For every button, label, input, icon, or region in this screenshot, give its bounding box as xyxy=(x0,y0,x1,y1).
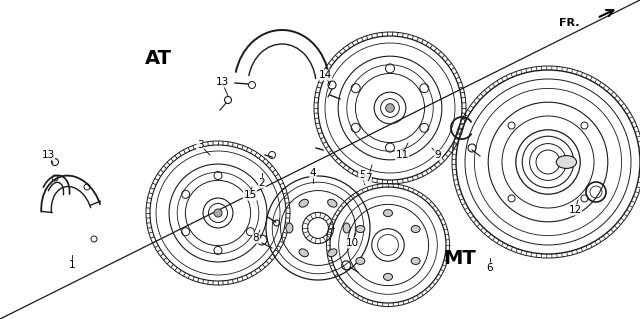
Text: 7: 7 xyxy=(365,173,371,183)
Ellipse shape xyxy=(343,223,350,233)
Text: 14: 14 xyxy=(318,70,332,80)
Text: 15: 15 xyxy=(243,190,257,200)
Text: 13: 13 xyxy=(216,77,228,87)
Text: 5: 5 xyxy=(358,170,365,180)
Ellipse shape xyxy=(299,249,308,257)
Ellipse shape xyxy=(411,226,420,233)
Ellipse shape xyxy=(383,273,392,280)
Circle shape xyxy=(214,209,222,217)
Text: AT: AT xyxy=(145,48,172,68)
Text: 12: 12 xyxy=(568,205,582,215)
Ellipse shape xyxy=(286,223,293,233)
Text: 6: 6 xyxy=(486,263,493,273)
Text: 3: 3 xyxy=(196,140,204,150)
Text: FR.: FR. xyxy=(559,18,580,28)
Text: 10: 10 xyxy=(346,238,358,248)
Ellipse shape xyxy=(383,210,392,217)
Ellipse shape xyxy=(328,249,337,257)
Text: 9: 9 xyxy=(435,150,442,160)
Ellipse shape xyxy=(411,257,420,264)
Ellipse shape xyxy=(328,199,337,207)
Text: 2: 2 xyxy=(259,178,266,188)
Text: MT: MT xyxy=(444,249,476,268)
Text: 1: 1 xyxy=(68,260,76,270)
Text: 13: 13 xyxy=(42,150,54,160)
Ellipse shape xyxy=(356,257,365,264)
Ellipse shape xyxy=(556,156,577,168)
Text: 4: 4 xyxy=(310,168,316,178)
Text: 11: 11 xyxy=(396,150,408,160)
Ellipse shape xyxy=(299,199,308,207)
Ellipse shape xyxy=(356,226,365,233)
Text: 8: 8 xyxy=(253,233,259,243)
Circle shape xyxy=(386,104,394,112)
